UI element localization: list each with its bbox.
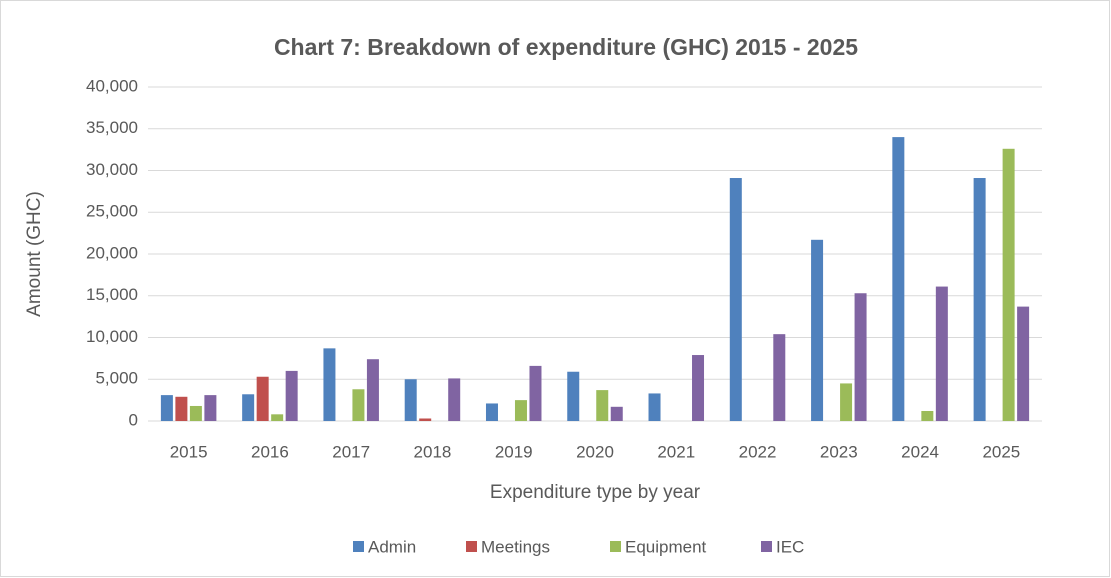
bar	[854, 293, 867, 421]
legend-label: Equipment	[625, 537, 707, 556]
bar	[242, 394, 255, 421]
bar	[285, 370, 298, 421]
bar	[404, 379, 417, 421]
bar	[921, 410, 934, 421]
y-tick-label: 0	[129, 410, 138, 429]
y-tick-label: 25,000	[86, 202, 138, 221]
bar	[256, 376, 269, 421]
legend-swatch	[761, 541, 772, 552]
bar	[892, 137, 905, 421]
x-tick-label: 2021	[657, 442, 695, 461]
bar	[1002, 148, 1015, 422]
chart-title: Chart 7: Breakdown of expenditure (GHC) …	[274, 34, 858, 60]
x-tick-label: 2022	[739, 442, 777, 461]
bar	[1017, 306, 1030, 421]
bar	[529, 365, 542, 421]
bar	[973, 178, 986, 421]
x-tick-label: 2018	[414, 442, 452, 461]
legend-swatch	[353, 541, 364, 552]
bar	[204, 395, 217, 421]
bar	[935, 286, 948, 421]
legend-swatch	[610, 541, 621, 552]
y-tick-label: 10,000	[86, 327, 138, 346]
legend-label: Admin	[368, 537, 416, 556]
y-tick-label: 35,000	[86, 118, 138, 137]
x-tick-label: 2019	[495, 442, 533, 461]
x-tick-label: 2025	[982, 442, 1020, 461]
y-axis-title: Amount (GHC)	[24, 191, 45, 317]
x-axis-title: Expenditure type by year	[490, 482, 701, 503]
bar	[485, 403, 498, 421]
bar	[189, 405, 202, 421]
bar	[567, 371, 580, 421]
bar	[610, 406, 623, 421]
bar	[514, 400, 527, 421]
y-tick-label: 5,000	[95, 369, 138, 388]
bar	[596, 390, 609, 421]
bar	[160, 395, 173, 421]
bar	[729, 178, 742, 421]
x-tick-label: 2020	[576, 442, 614, 461]
legend-label: IEC	[776, 537, 804, 556]
x-tick-label: 2017	[332, 442, 370, 461]
legend-swatch	[466, 541, 477, 552]
bar	[419, 418, 432, 421]
bar	[366, 359, 379, 421]
x-tick-label: 2015	[170, 442, 208, 461]
bar	[448, 378, 461, 421]
bar	[692, 355, 705, 421]
bar	[648, 393, 661, 421]
bar	[271, 414, 284, 421]
bar	[811, 239, 824, 421]
y-tick-label: 15,000	[86, 285, 138, 304]
bar	[773, 334, 786, 421]
y-tick-label: 30,000	[86, 160, 138, 179]
bar	[352, 389, 365, 421]
x-tick-label: 2024	[901, 442, 939, 461]
x-tick-label: 2023	[820, 442, 858, 461]
bar	[840, 383, 853, 421]
x-tick-label: 2016	[251, 442, 289, 461]
legend-label: Meetings	[481, 537, 550, 556]
bar	[175, 396, 188, 421]
y-tick-label: 20,000	[86, 243, 138, 262]
bar	[323, 348, 336, 421]
y-tick-label: 40,000	[86, 76, 138, 95]
